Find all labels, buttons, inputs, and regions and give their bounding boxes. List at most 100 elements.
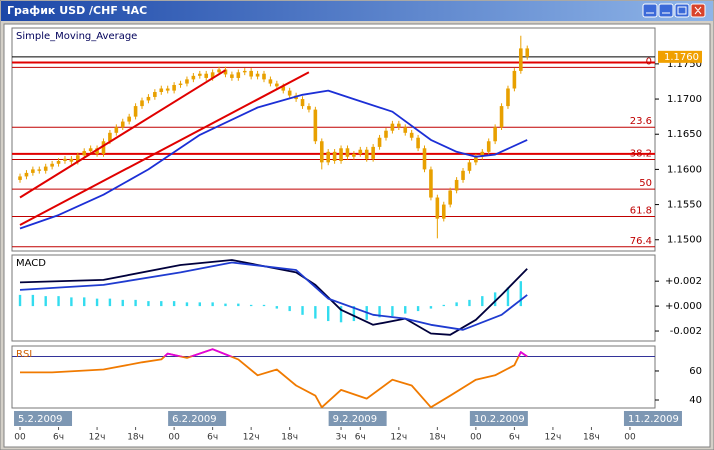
candle-body xyxy=(364,149,369,159)
date-label: 6.2.2009 xyxy=(172,414,217,425)
candle-body xyxy=(467,162,472,171)
candle-body xyxy=(146,96,151,101)
y-tick-label: 1.1600 xyxy=(667,164,702,175)
histogram-bar xyxy=(185,302,189,307)
candle-body xyxy=(512,70,517,89)
x-tick-label: 18ч xyxy=(429,433,446,443)
x-tick-label: 12ч xyxy=(89,433,106,443)
candle-body xyxy=(18,176,22,180)
fib-label: 23.6 xyxy=(630,116,652,127)
candle-body xyxy=(43,166,48,171)
date-label: 10.2.2009 xyxy=(474,414,525,425)
fib-label: 50 xyxy=(639,178,652,189)
fib-label: 0 xyxy=(646,56,652,67)
candle-body xyxy=(172,84,176,91)
overlay: Simple_Moving_Average 1.1750 1.1700 1.1650 1… xyxy=(14,31,702,443)
window-buttons[interactable] xyxy=(642,3,706,18)
candle-body xyxy=(499,106,504,128)
fib-label: 61.8 xyxy=(630,206,652,217)
x-tick-label: 12ч xyxy=(390,433,407,443)
candle-body xyxy=(287,90,292,96)
histogram-bar xyxy=(57,296,60,307)
date-label: 5.2.2009 xyxy=(18,414,63,425)
panel-label: Simple_Moving_Average xyxy=(16,31,137,42)
candle-body xyxy=(37,169,42,171)
candle-body xyxy=(236,72,241,78)
histogram-bar xyxy=(18,294,22,307)
button-minimize[interactable] xyxy=(658,3,674,18)
histogram-bar xyxy=(83,297,86,307)
candle-body xyxy=(403,127,408,133)
panel-label: RSI xyxy=(16,349,32,360)
candle-body xyxy=(210,72,215,78)
histogram-bar xyxy=(172,301,176,307)
candle-body xyxy=(326,151,331,163)
candle-body xyxy=(249,70,253,77)
histogram-bar xyxy=(224,303,227,307)
date-label: 9.2.2009 xyxy=(333,414,378,425)
candle-body xyxy=(454,179,459,191)
candle-body xyxy=(120,121,125,128)
histogram-bar xyxy=(519,281,523,307)
candle-body xyxy=(204,73,209,78)
button-restore[interactable] xyxy=(642,3,658,18)
histogram-bar xyxy=(95,298,99,307)
candle-body xyxy=(230,74,234,78)
candle-body xyxy=(82,151,87,156)
histogram-bar xyxy=(442,304,445,307)
button-maximize[interactable] xyxy=(674,3,690,18)
candle-body xyxy=(486,141,491,152)
candle-body xyxy=(493,127,497,142)
window-title: График USD /CHF ЧАС xyxy=(7,4,147,17)
histogram-bar xyxy=(121,299,124,307)
line-series xyxy=(19,259,528,336)
candle-body xyxy=(281,86,286,91)
candle-body xyxy=(525,48,530,57)
y-tick-label: 1.1500 xyxy=(667,235,702,246)
x-tick-label: 6ч xyxy=(53,433,64,443)
candle-body xyxy=(390,123,395,131)
panel-label: MACD xyxy=(16,258,46,269)
candle-body xyxy=(31,169,35,173)
button-icons xyxy=(646,6,702,15)
histogram-bar xyxy=(108,298,112,307)
candle-body xyxy=(397,123,401,128)
x-tick-label: 18ч xyxy=(127,433,144,443)
x-tick-label: 12ч xyxy=(545,433,562,443)
candle-body xyxy=(255,73,260,77)
candle-body xyxy=(384,130,388,138)
y-tick-label: +0.000 xyxy=(665,301,702,312)
candle-body xyxy=(242,70,247,73)
y-tick-label: -0.002 xyxy=(670,326,702,337)
candle-body xyxy=(191,75,196,80)
date-box xyxy=(168,411,227,426)
histogram-bar xyxy=(314,306,317,319)
x-tick-label: 6ч xyxy=(355,433,366,443)
candle-body xyxy=(108,132,112,142)
x-tick-label: 18ч xyxy=(281,433,298,443)
candle-body xyxy=(409,132,414,138)
candle-body xyxy=(339,148,343,161)
candle-body xyxy=(275,83,279,87)
price-plot: 0 23.6 38.2 50 61.8 76.4 xyxy=(12,35,655,248)
histogram-bar xyxy=(352,306,356,322)
histogram-bar xyxy=(404,306,407,314)
candle-body xyxy=(24,172,29,177)
histogram-bar xyxy=(211,302,214,307)
candle-body xyxy=(332,151,337,161)
date-box xyxy=(623,411,682,426)
candle-body xyxy=(422,148,427,170)
histogram-bar xyxy=(391,306,394,317)
histogram-bar xyxy=(31,294,35,307)
histogram-bar xyxy=(301,306,304,315)
candle-body xyxy=(178,83,183,85)
y-tick-label: +0.002 xyxy=(665,276,702,287)
candle-body xyxy=(416,137,420,149)
candle-body xyxy=(268,79,273,84)
candle-body xyxy=(300,99,305,107)
candle-body xyxy=(159,88,164,93)
candle-body xyxy=(313,109,318,142)
histogram-bar xyxy=(44,296,47,307)
date-box xyxy=(14,411,73,426)
